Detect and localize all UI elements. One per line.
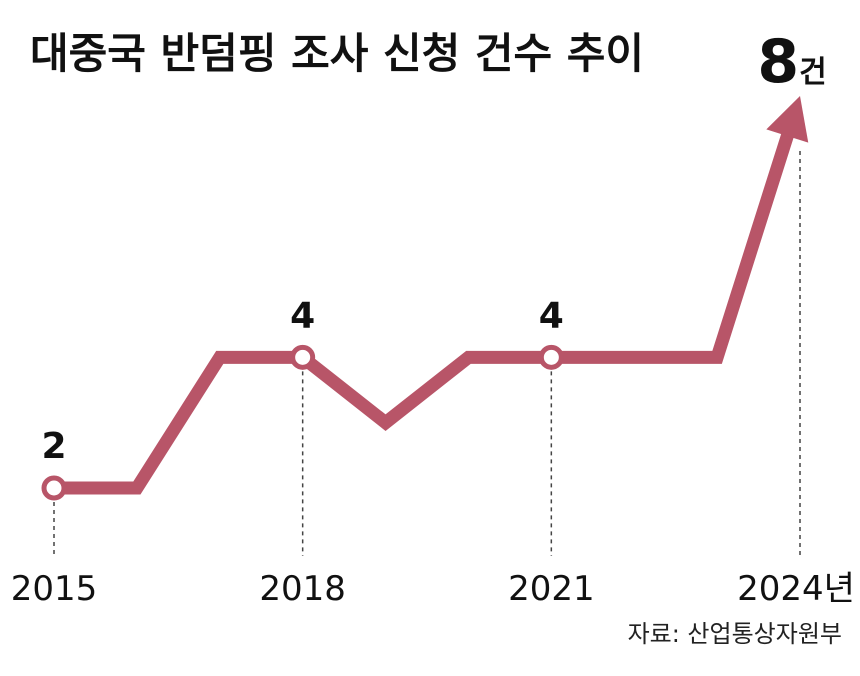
- series-line: [54, 96, 809, 495]
- data-label: 4: [290, 295, 315, 336]
- series-polyline: [54, 128, 796, 495]
- data-label: 4: [539, 295, 564, 336]
- point-markers: [41, 344, 564, 501]
- chart-title: 대중국 반덤핑 조사 신청 건수 추이: [30, 29, 644, 78]
- source-note: 자료: 산업통상자원부: [628, 620, 842, 648]
- final-value: 8: [757, 27, 799, 97]
- x-tick-label: 2018: [259, 569, 346, 609]
- point-marker: [538, 344, 564, 370]
- data-label: 2: [41, 426, 66, 467]
- arrowhead: [766, 96, 809, 143]
- x-tick-label: 2021: [508, 569, 595, 609]
- point-marker: [290, 344, 316, 370]
- guide-lines: [53, 151, 801, 556]
- data-label-final: 8건: [757, 27, 826, 97]
- x-tick-label: 2024년: [737, 569, 855, 609]
- x-tick-label: 2015: [11, 569, 98, 609]
- final-unit: 건: [799, 55, 827, 90]
- point-marker: [41, 475, 67, 501]
